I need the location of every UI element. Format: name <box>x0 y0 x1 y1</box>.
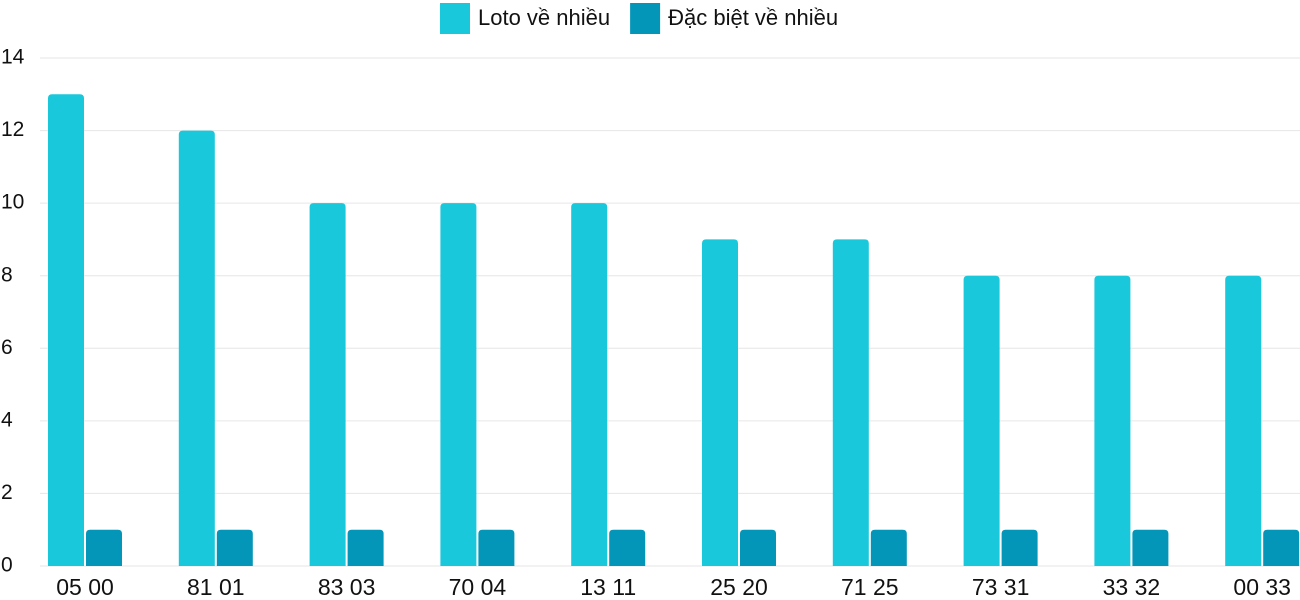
y-tick-label: 2 <box>1 481 13 504</box>
bar <box>478 529 515 566</box>
legend-swatch <box>630 3 661 34</box>
y-tick-label: 10 <box>1 191 24 214</box>
x-tick-label: 83 03 <box>318 574 376 600</box>
legend-label: Đặc biệt về nhiều <box>668 5 838 30</box>
bar <box>963 275 1000 566</box>
bar <box>347 529 384 566</box>
bar <box>571 203 608 566</box>
x-tick-label: 25 20 <box>710 574 768 600</box>
x-tick-label: 71 25 <box>841 574 899 600</box>
bar <box>178 130 215 567</box>
y-tick-label: 4 <box>1 408 13 431</box>
legend-label: Loto về nhiều <box>478 5 610 30</box>
y-tick-label: 14 <box>1 46 25 69</box>
y-tick-label: 6 <box>1 336 13 359</box>
bar <box>740 529 776 566</box>
bar <box>609 529 646 566</box>
x-tick-label: 70 04 <box>449 574 507 600</box>
bar <box>1094 275 1131 566</box>
x-tick-label: 13 11 <box>580 574 636 600</box>
legend-swatch <box>440 3 470 34</box>
bar <box>48 94 84 567</box>
x-tick-label: 00 33 <box>1233 574 1291 600</box>
x-tick-label: 05 00 <box>56 574 114 600</box>
y-tick-label: 12 <box>1 118 24 141</box>
bar <box>870 529 907 566</box>
bar <box>1132 529 1169 566</box>
y-tick-label: 8 <box>1 263 13 286</box>
x-tick-label: 33 32 <box>1103 574 1161 600</box>
bar <box>1225 275 1262 566</box>
x-tick-label: 73 31 <box>972 574 1030 600</box>
bar <box>702 239 738 566</box>
bar <box>440 203 477 566</box>
bar <box>216 529 253 566</box>
bar <box>1263 529 1300 566</box>
bar <box>86 529 122 566</box>
bar <box>309 203 346 566</box>
bar <box>832 239 869 566</box>
bar <box>1001 529 1038 566</box>
y-tick-label: 0 <box>1 554 13 577</box>
x-tick-label: 81 01 <box>187 574 245 600</box>
